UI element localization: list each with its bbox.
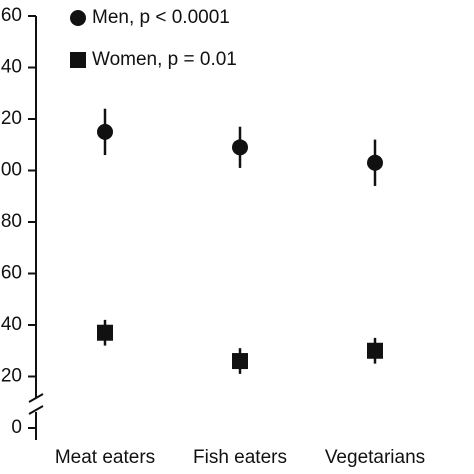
y-tick-label: 40 (1, 314, 22, 335)
point (232, 353, 248, 370)
y-tick-label: 80 (1, 211, 22, 232)
legend-label: Men, p < 0.0001 (92, 7, 230, 28)
x-tick-label: Meat eaters (55, 447, 155, 468)
x-tick-label: Fish eaters (193, 447, 287, 468)
legend-marker (70, 52, 86, 68)
y-tick-label: 120 (0, 108, 22, 129)
x-tick-label: Vegetarians (325, 447, 425, 468)
point (97, 324, 113, 341)
point (232, 139, 248, 156)
y-tick-label: 20 (1, 366, 22, 387)
point (367, 154, 383, 171)
y-tick-label: 140 (0, 57, 22, 78)
point (367, 342, 383, 359)
axis-break (28, 393, 44, 403)
y-tick-label: 0 (11, 417, 22, 438)
legend-label: Women, p = 0.01 (92, 49, 237, 70)
axis-break (28, 405, 44, 415)
y-tick-label: 60 (1, 263, 22, 284)
legend-marker (70, 10, 86, 26)
point (97, 123, 113, 140)
y-tick-label: 100 (0, 160, 22, 181)
y-tick-label: 160 (0, 5, 22, 26)
